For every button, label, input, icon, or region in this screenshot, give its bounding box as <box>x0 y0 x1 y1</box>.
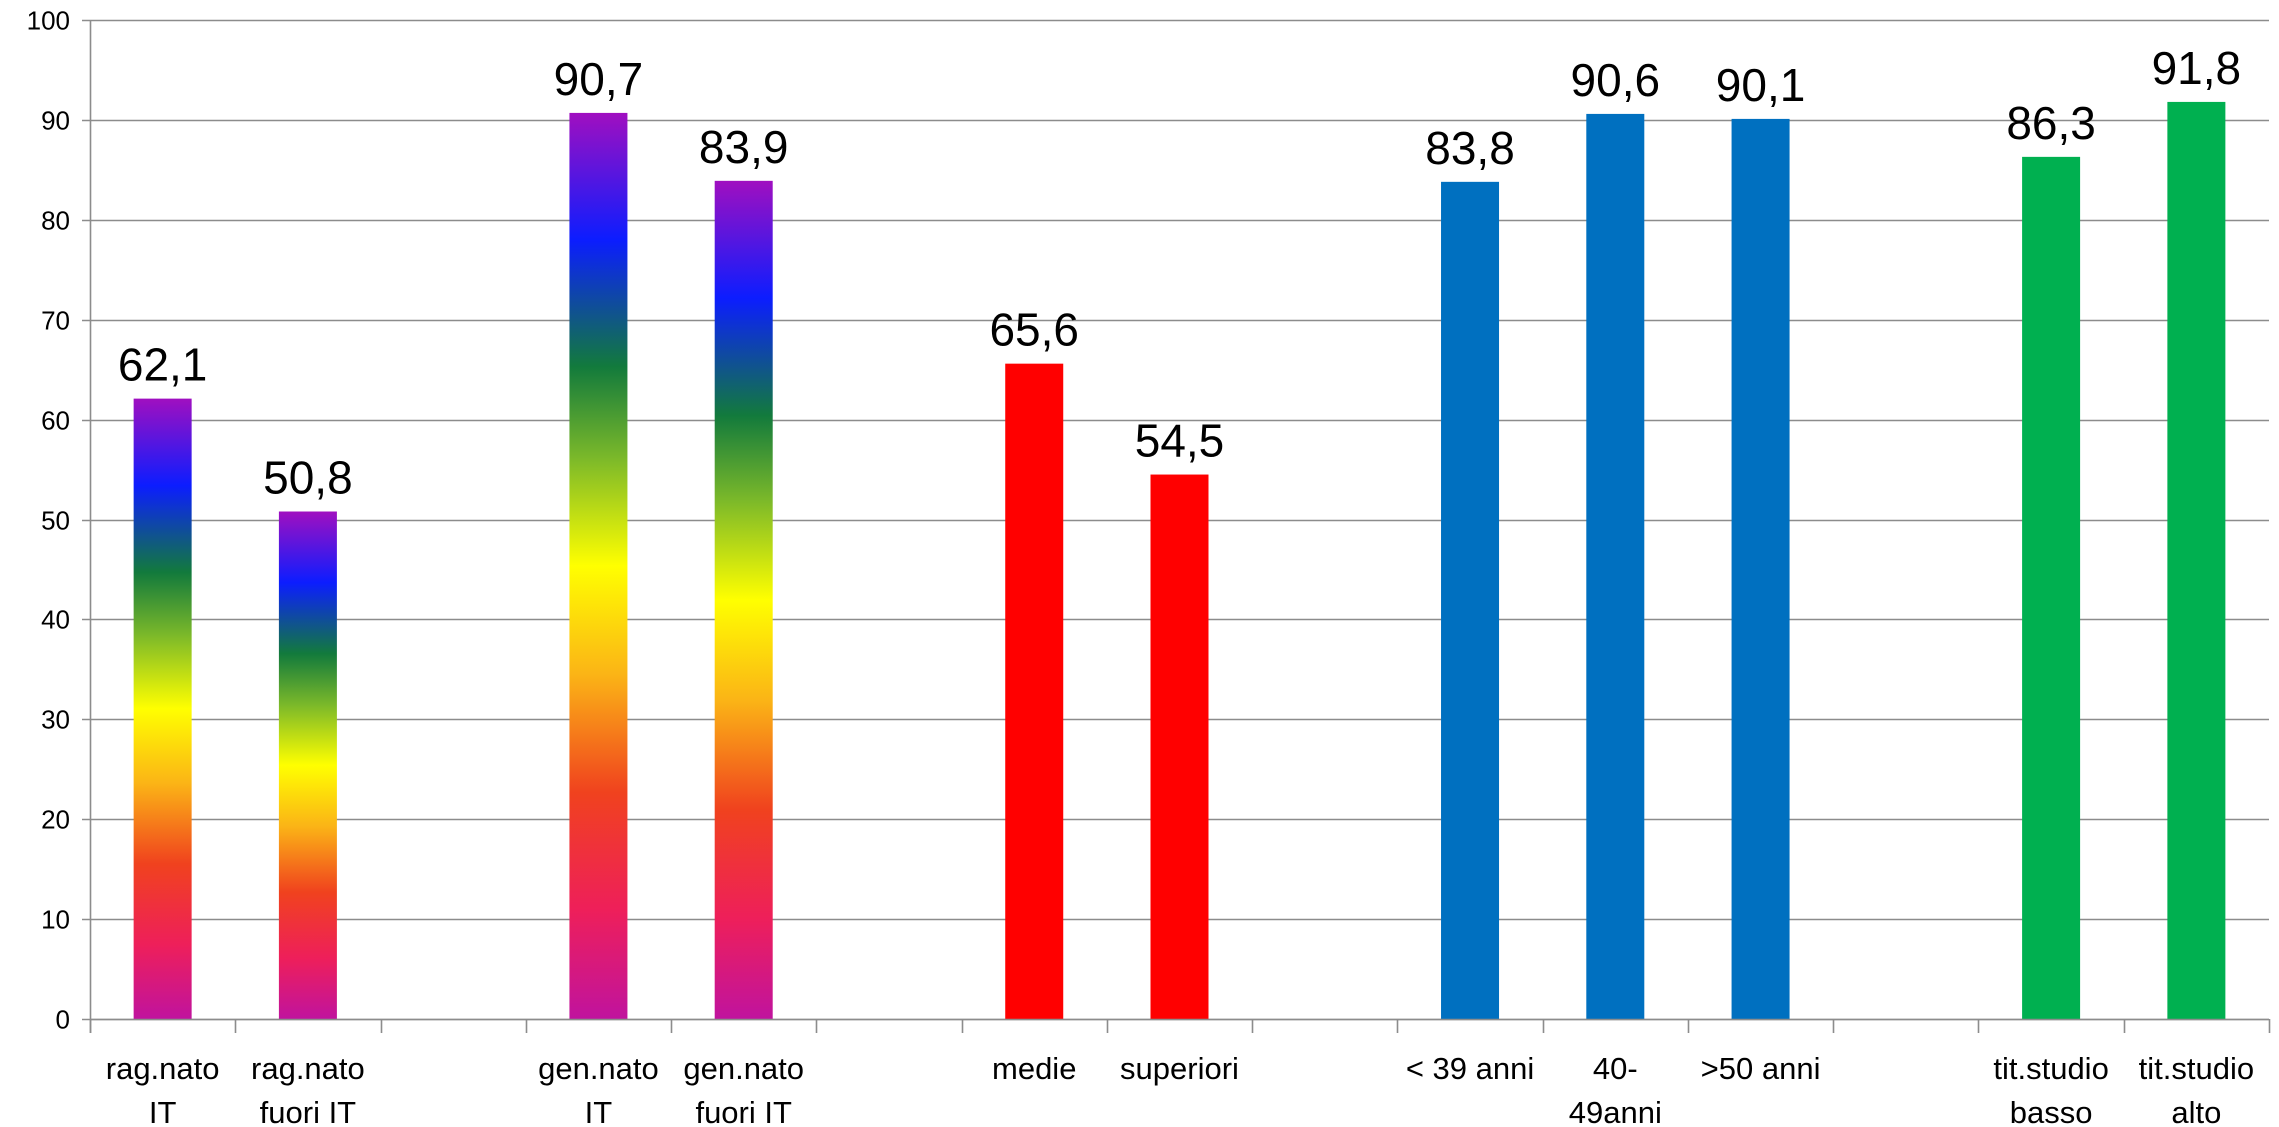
category-label: tit.studio <box>2139 1051 2254 1086</box>
axes <box>89 20 2271 1033</box>
category-label: alto <box>2171 1095 2221 1127</box>
value-label: 83,9 <box>699 121 789 173</box>
bar <box>1441 181 1500 1019</box>
category-label: basso <box>2010 1095 2093 1127</box>
bar <box>278 511 337 1019</box>
category-label: >50 anni <box>1701 1051 1821 1086</box>
category-label: gen.nato <box>683 1051 804 1086</box>
value-label: 54,5 <box>1135 415 1225 467</box>
value-label: 83,8 <box>1425 122 1515 174</box>
bar <box>1150 474 1209 1019</box>
y-tick-label: 50 <box>41 506 70 536</box>
value-label: 65,6 <box>989 304 1079 356</box>
value-label: 86,3 <box>2006 97 2096 149</box>
category-label: superiori <box>1120 1051 1239 1086</box>
category-label: < 39 anni <box>1406 1051 1534 1086</box>
y-tick-label: 0 <box>56 1005 70 1035</box>
bar <box>714 180 773 1020</box>
value-label: 50,8 <box>263 452 353 504</box>
y-tick-label: 10 <box>41 905 70 935</box>
value-label: 90,1 <box>1716 59 1806 111</box>
y-tick-label: 90 <box>41 106 70 136</box>
bar <box>2167 101 2226 1020</box>
y-tick-label: 20 <box>41 805 70 835</box>
y-tick-label: 30 <box>41 705 70 735</box>
value-label: 90,7 <box>554 53 644 105</box>
y-tick-label: 100 <box>27 6 70 36</box>
value-label: 62,1 <box>118 339 208 391</box>
category-label: IT <box>585 1095 613 1127</box>
category-label: rag.nato <box>251 1051 365 1086</box>
bar <box>1731 118 1790 1019</box>
y-tick-label: 80 <box>41 206 70 236</box>
value-label: 91,8 <box>2152 42 2242 94</box>
category-label: rag.nato <box>106 1051 220 1086</box>
bar <box>1005 363 1064 1019</box>
category-label: tit.studio <box>1993 1051 2108 1086</box>
value-label: 90,6 <box>1571 54 1661 106</box>
bars <box>133 101 2226 1020</box>
labels: 0 10 20 30 40 50 60 70 80 90 100 rag.nato IT 62,1 rag.… <box>27 6 2254 1127</box>
category-label: fuori IT <box>260 1095 357 1127</box>
category-label: gen.nato <box>538 1051 659 1086</box>
y-tick-label: 70 <box>41 306 70 336</box>
bar <box>2022 156 2081 1019</box>
y-tick-label: 60 <box>41 406 70 436</box>
bar <box>133 398 192 1020</box>
category-label: 40- <box>1593 1051 1638 1086</box>
category-label: IT <box>149 1095 177 1127</box>
category-label: fuori IT <box>695 1095 792 1127</box>
bar <box>569 112 628 1020</box>
y-tick-label: 40 <box>41 605 70 635</box>
category-label: medie <box>992 1051 1076 1086</box>
category-label: 49anni <box>1569 1095 1662 1127</box>
bar <box>1586 113 1645 1019</box>
